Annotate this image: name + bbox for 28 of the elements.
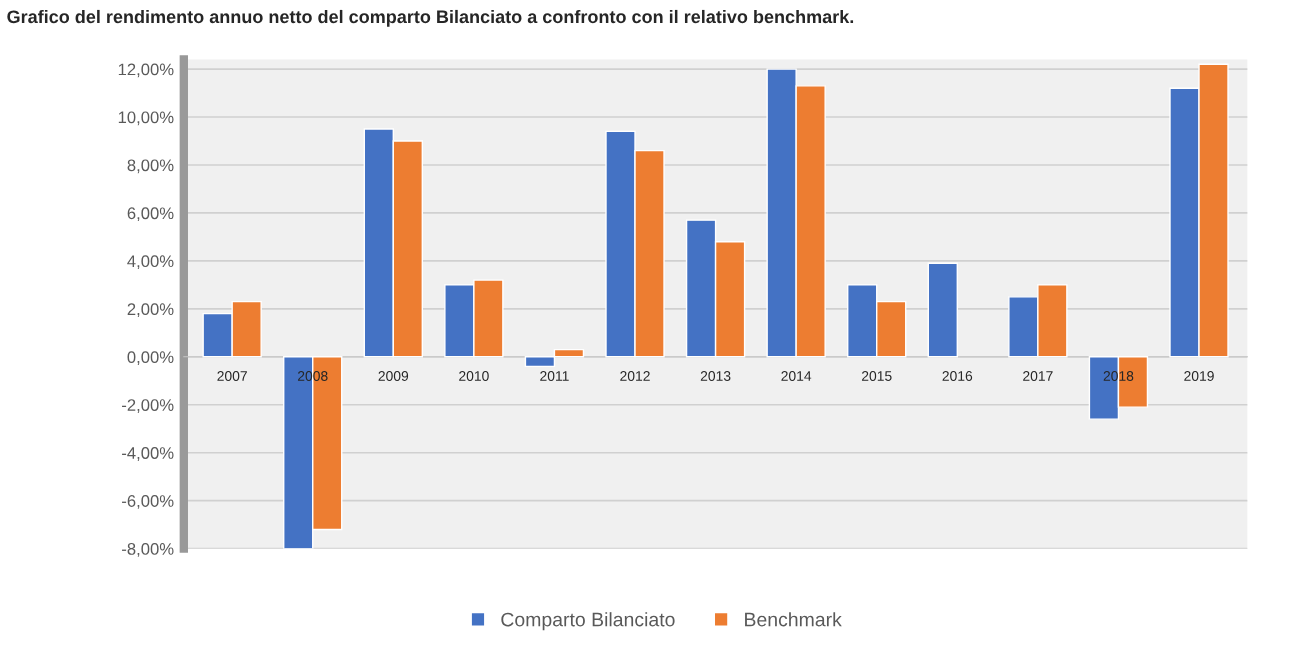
chart-title: Grafico del rendimento annuo netto del comparto Bilanciato a confronto con il relativo benchmark. xyxy=(7,9,854,27)
x-tick-label: 2008 xyxy=(297,371,328,381)
x-tick-label: 2011 xyxy=(540,371,569,381)
x-tick-label: 2017 xyxy=(1023,371,1053,381)
x-tick-label: 2019 xyxy=(1184,371,1214,381)
y-tick-label: -4,00% xyxy=(122,447,174,461)
y-tick-label: 0,00% xyxy=(127,351,174,365)
y-tick-label: 10,00% xyxy=(118,111,174,126)
x-tick-label: 2012 xyxy=(620,371,650,381)
x-tick-label: 2018 xyxy=(1103,371,1134,381)
x-tick-label: 2014 xyxy=(781,371,812,381)
y-tick-label: -6,00% xyxy=(122,495,174,509)
y-tick-label: 2,00% xyxy=(127,303,174,318)
y-tick-label: -8,00% xyxy=(122,543,174,557)
y-tick-label: 8,00% xyxy=(127,159,174,174)
y-tick-label: 12,00% xyxy=(118,63,174,78)
x-tick-label: 2013 xyxy=(700,371,731,381)
x-tick-label: 2007 xyxy=(217,371,247,381)
x-tick-label: 2010 xyxy=(459,371,489,381)
y-tick-label: 4,00% xyxy=(127,255,174,270)
x-tick-label: 2016 xyxy=(942,371,973,381)
legend-label: Benchmark xyxy=(745,612,842,627)
y-tick-label: -2,00% xyxy=(122,399,174,413)
bar xyxy=(927,262,958,358)
legend-label: Comparto Bilanciato xyxy=(501,612,675,631)
x-tick-label: 2009 xyxy=(378,371,409,381)
y-tick-label: 6,00% xyxy=(127,207,174,222)
x-tick-label: 2015 xyxy=(861,371,892,381)
